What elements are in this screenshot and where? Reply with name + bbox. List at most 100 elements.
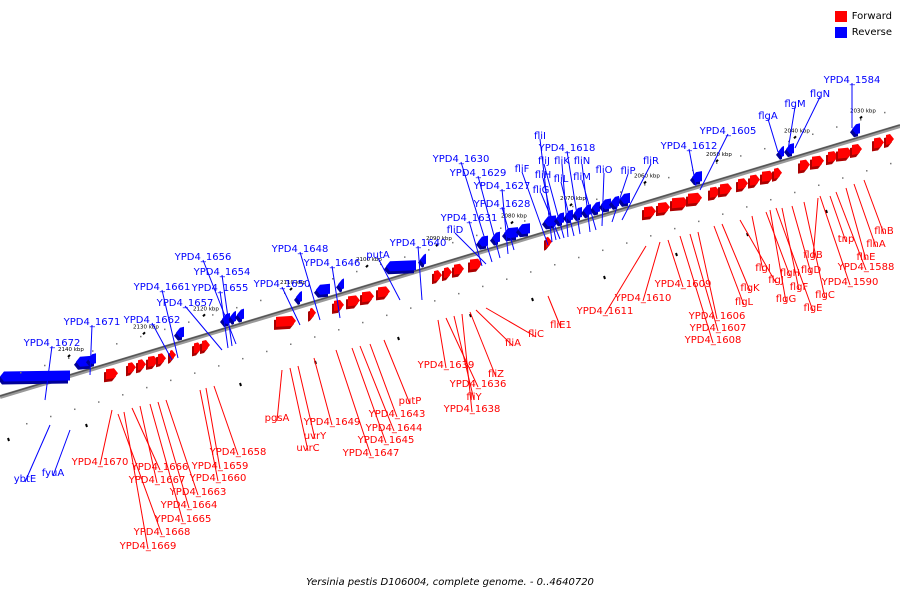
gene-label-ypd4-1667: YPD4_1667 [128, 475, 186, 486]
guide-dot [50, 415, 52, 418]
scale-tick-label: 2060 kbp [634, 174, 660, 180]
guide-dot [404, 256, 406, 258]
gene-label-ypd4-1662: YPD4_1662 [123, 315, 181, 326]
forward-gene-2 [126, 362, 136, 377]
scale-tick [435, 243, 439, 247]
minor-tick [469, 313, 472, 318]
leader-ypd4-1665 [149, 403, 184, 523]
guide-dot [644, 184, 646, 186]
guide-dot [866, 170, 868, 172]
guide-dot [92, 350, 94, 352]
gene-label-ypd4-1618: YPD4_1618 [538, 143, 596, 154]
guide-dot [626, 242, 628, 244]
forward-gene-25 [718, 183, 732, 198]
leader-ypd4-1630 [460, 161, 493, 263]
gene-label-flgb: flgB [803, 250, 823, 261]
forward-gene-3 [136, 359, 146, 374]
guide-dot [746, 206, 748, 208]
gene-label-flhe: flhE [857, 252, 876, 263]
gene-label-flgf: flgF [790, 282, 809, 293]
leader-ypd4-1649 [313, 357, 333, 426]
scale-tick [289, 287, 293, 291]
leader-ypd4-1629 [477, 175, 501, 259]
reverse-gene-4 [174, 326, 184, 341]
guide-dot [236, 306, 238, 309]
guide-dot [26, 422, 28, 425]
leader-flgg [769, 209, 787, 303]
reverse-gene-6 [228, 310, 236, 325]
scale-tick [859, 115, 863, 120]
gene-label-flgj: flgJ [768, 275, 784, 286]
guide-dot [764, 147, 766, 150]
leader-ypd4-1618 [566, 150, 581, 235]
forward-gene-13 [360, 291, 374, 306]
leader-ypd4-1657 [184, 305, 223, 351]
guide-dot [242, 357, 244, 360]
scale-tick [715, 159, 719, 163]
forward-gene-23 [686, 192, 702, 207]
leader-ypd4-1667 [139, 405, 158, 484]
gene-label-flgi: flgI [755, 263, 771, 274]
gene-labels: ybtE fyuA YPD4_1672 YPD4_1671 YPD4_1662 YPD4_… [14, 75, 895, 552]
leader-ypd4-1628 [501, 206, 515, 251]
guide-dot [140, 335, 142, 338]
leader-ypd4-1659 [205, 387, 221, 470]
scale-tick-label: 2120 kbp [193, 306, 219, 312]
gene-label-flgd: flgD [801, 265, 822, 276]
gene-label-ypd4-1668: YPD4_1668 [133, 527, 191, 538]
guide-dot [188, 321, 190, 323]
guide-dot [362, 321, 364, 324]
leader-ypd4-1606 [697, 231, 718, 320]
minor-tick [825, 209, 828, 214]
guide-dot [698, 220, 700, 223]
guide-dot [620, 191, 622, 193]
leader-uvry [297, 365, 316, 440]
gene-label-ypd4-1666: YPD4_1666 [131, 462, 189, 473]
leader-ybte [24, 424, 51, 483]
gene-label-flin: fliN [574, 156, 591, 167]
leader-flgi [751, 215, 764, 272]
leader-ypd4-1644 [359, 345, 395, 432]
gene-label-ypd4-1607: YPD4_1607 [689, 323, 747, 334]
leader-ypd4-1605 [699, 133, 729, 191]
guide-dot [812, 133, 814, 136]
leader-ypd4-1660 [199, 389, 219, 482]
leader-ypd4-1643 [369, 343, 398, 418]
leader-flim [581, 179, 597, 231]
leader-flgl [713, 225, 745, 306]
gene-label-ypd4-1664: YPD4_1664 [160, 500, 218, 511]
gene-label-ypd4-1654: YPD4_1654 [193, 267, 251, 278]
scale-tick-label: 2040 kbp [784, 128, 810, 134]
forward-gene-1 [104, 368, 118, 383]
gene-label-uvry: uvrY [304, 431, 327, 442]
gene-label-fliy: fliY [466, 392, 482, 403]
scale-tick [67, 354, 71, 358]
leader-flgb [812, 197, 819, 259]
gene-label-fyua: fyuA [42, 468, 65, 479]
reverse-gene-28 [784, 143, 794, 158]
guide-dot [524, 220, 526, 222]
guide-dot [20, 371, 22, 374]
guide-dot [116, 343, 118, 345]
gene-label-ypd4-1671: YPD4_1671 [63, 317, 121, 328]
leader-flgh [765, 211, 791, 277]
guide-dot [818, 184, 820, 187]
forward-gene-32 [826, 151, 838, 166]
reverse-gene-12 [418, 253, 426, 268]
gene-label-fliz: fliZ [488, 369, 504, 380]
gene-label-tnp: tnp [838, 234, 855, 245]
guide-dot [716, 162, 718, 164]
scale-ticks: 2140 kbp 2130 kbp 2120 kbp 2110 kbp 2100 kbp… [7, 108, 892, 442]
scale-tick [569, 203, 573, 207]
leader-ypd4-1671 [89, 324, 93, 376]
gene-label-ypd4-1650: YPD4_1650 [253, 279, 311, 290]
reverse-gene-25 [618, 192, 630, 207]
gene-label-flga: flgA [758, 111, 778, 122]
leader-flif [521, 171, 549, 246]
leader-flhb [863, 179, 885, 235]
leader-ypd4-1646 [331, 265, 341, 319]
guide-dot [212, 314, 214, 316]
leader-ypd4-1638 [461, 313, 473, 413]
guide-dot [146, 386, 148, 389]
leader-ypd4-1588 [835, 191, 867, 271]
